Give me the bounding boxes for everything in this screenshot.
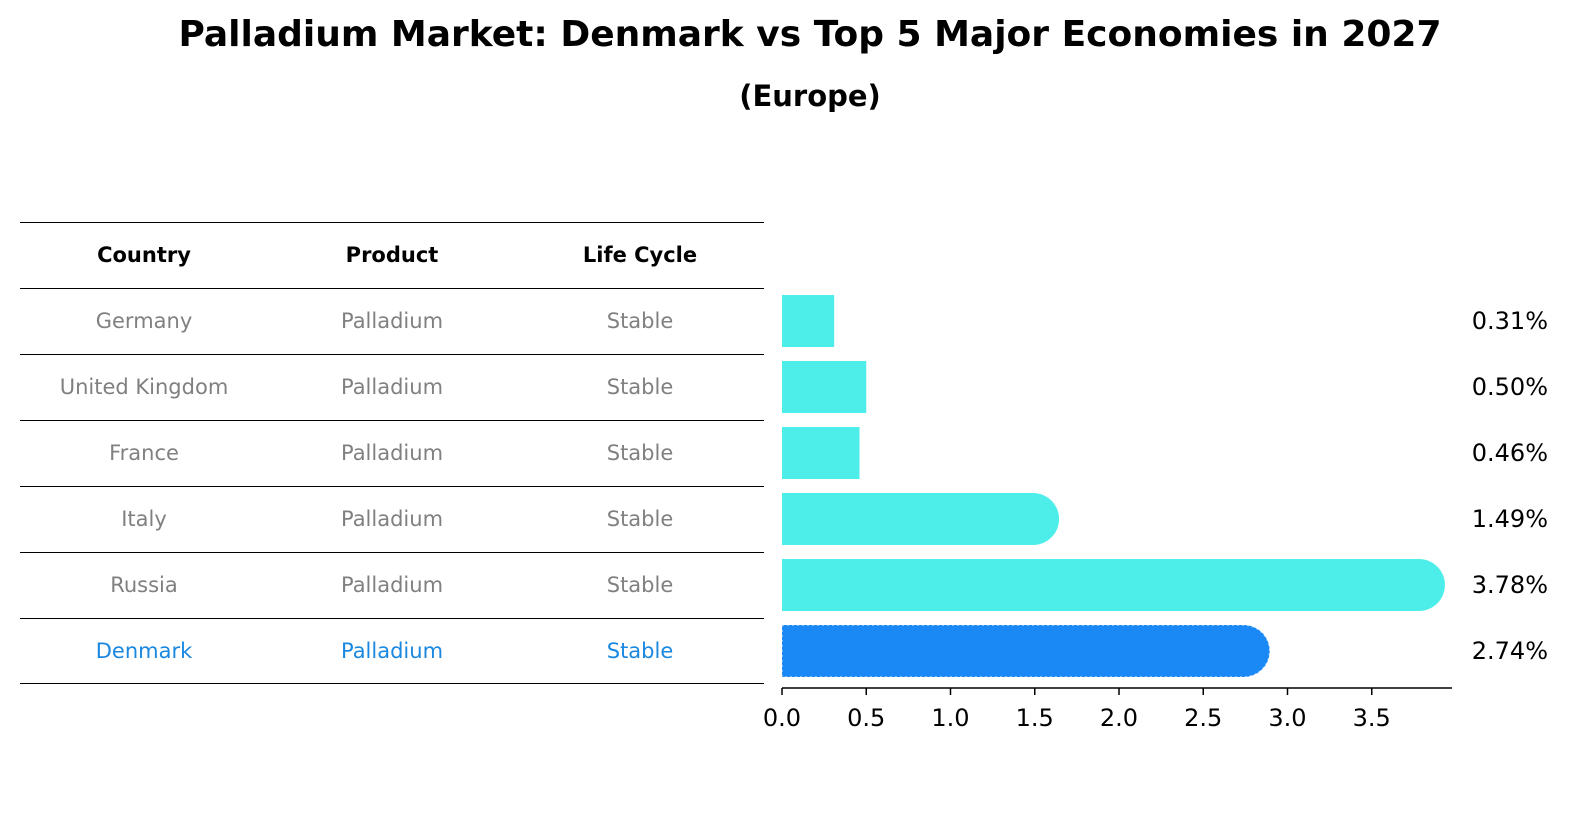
country-cell: Italy [121, 507, 167, 531]
table-row: United Kingdom Palladium Stable [20, 354, 764, 420]
product-cell: Palladium [340, 441, 444, 465]
life-cycle-cell: Stable [606, 573, 674, 597]
bar [782, 493, 1060, 545]
life-cycle-cell: Stable [606, 507, 674, 531]
value-label: 0.46% [1472, 439, 1548, 467]
x-tick-label: 1.5 [1016, 704, 1054, 732]
product-cell: Palladium [340, 375, 444, 399]
x-tick-label: 0.0 [763, 704, 801, 732]
x-tick-label: 3.0 [1268, 704, 1306, 732]
table-row: Russia Palladium Stable [20, 552, 764, 618]
header-product: Product [345, 243, 439, 267]
country-cell: United Kingdom [59, 375, 229, 399]
x-tick-label: 2.5 [1184, 704, 1222, 732]
value-label: 0.31% [1472, 307, 1548, 335]
table-row: Germany Palladium Stable [20, 288, 764, 354]
life-cycle-cell: Stable [606, 375, 674, 399]
x-tick-label: 0.5 [847, 704, 885, 732]
table-row: Italy Palladium Stable [20, 486, 764, 552]
product-cell: Palladium [340, 507, 444, 531]
country-cell: Denmark [95, 639, 193, 663]
life-cycle-cell: Stable [606, 309, 674, 333]
header-life-cycle: Life Cycle [582, 243, 698, 267]
chart-subtitle: (Europe) [739, 79, 881, 113]
value-label: 2.74% [1472, 637, 1548, 665]
table-header-row: Country Product Life Cycle [20, 222, 764, 288]
header-country: Country [97, 243, 191, 267]
life-cycle-cell: Stable [606, 441, 674, 465]
product-cell: Palladium [340, 309, 444, 333]
x-tick-label: 3.5 [1353, 704, 1391, 732]
bar-highlight-outline [781, 624, 1271, 678]
x-tick-label: 1.0 [931, 704, 969, 732]
life-cycle-cell: Stable [606, 639, 674, 663]
value-label: 3.78% [1472, 571, 1548, 599]
table-row-highlighted: Denmark Palladium Stable [20, 618, 764, 684]
value-label: 0.50% [1472, 373, 1548, 401]
product-cell: Palladium [340, 573, 444, 597]
data-table: Country Product Life Cycle Germany Palla… [20, 222, 764, 684]
bar [782, 559, 1445, 611]
country-cell: Russia [110, 573, 178, 597]
table-row: France Palladium Stable [20, 420, 764, 486]
bar [782, 625, 1270, 677]
bar [782, 427, 860, 479]
country-cell: France [109, 441, 179, 465]
value-label: 1.49% [1472, 505, 1548, 533]
country-cell: Germany [95, 309, 193, 333]
chart-title: Palladium Market: Denmark vs Top 5 Major… [178, 14, 1442, 55]
bar [782, 295, 835, 347]
bar [782, 361, 867, 413]
product-cell: Palladium [340, 639, 444, 663]
x-tick-label: 2.0 [1100, 704, 1138, 732]
